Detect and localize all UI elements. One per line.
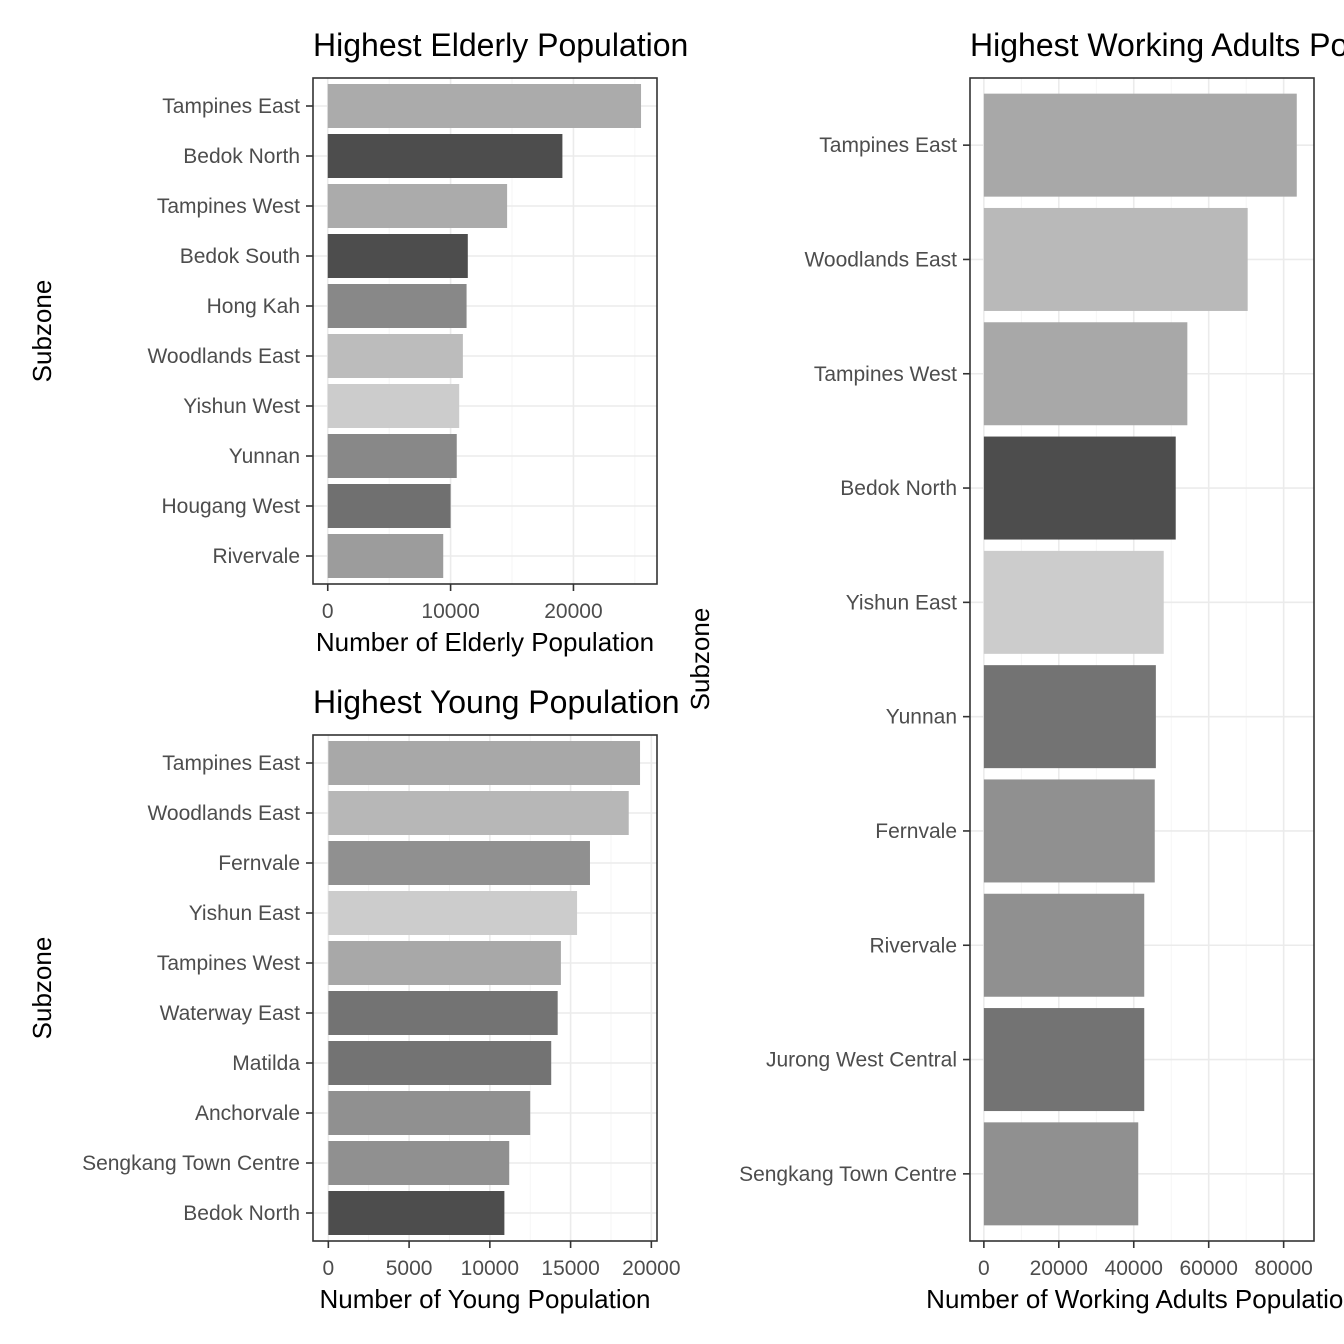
x-tick-label: 10000: [461, 1257, 519, 1280]
bar-tampines-east: [327, 84, 642, 128]
bar-rivervale: [327, 534, 444, 578]
bar-jurong-west-central: [983, 1008, 1145, 1112]
y-tick-label: Fernvale: [875, 820, 957, 843]
x-tick-label: 15000: [541, 1257, 599, 1280]
y-tick-label: Tampines West: [157, 952, 300, 975]
x-tick-label: 5000: [386, 1257, 433, 1280]
y-tick-label: Woodlands East: [147, 345, 300, 368]
bar-fernvale: [983, 779, 1155, 883]
bar-hougang-west: [327, 484, 451, 528]
y-axis-title: Subzone: [27, 937, 57, 1040]
y-tick-label: Bedok North: [840, 477, 957, 500]
y-tick-label: Tampines East: [162, 95, 300, 118]
x-tick-label: 0: [978, 1257, 990, 1280]
x-tick-label: 80000: [1254, 1257, 1312, 1280]
bar-tampines-west: [328, 941, 561, 985]
y-tick-label: Yunnan: [886, 706, 957, 729]
x-tick-label: 60000: [1179, 1257, 1237, 1280]
bar-yishun-west: [327, 384, 460, 428]
x-tick-label: 20000: [544, 600, 602, 623]
bar-matilda: [328, 1041, 552, 1085]
y-tick-label: Matilda: [232, 1052, 300, 1075]
panel-border: [969, 77, 1315, 1242]
y-tick-label: Yishun West: [183, 395, 300, 418]
y-tick-label: Tampines West: [157, 195, 300, 218]
y-tick-label: Bedok North: [183, 1202, 300, 1225]
y-tick-label: Tampines East: [819, 134, 957, 157]
bar-yishun-east: [983, 550, 1164, 654]
bar-tampines-east: [983, 93, 1297, 197]
x-tick-label: 0: [322, 1257, 334, 1280]
x-tick-label: 40000: [1105, 1257, 1163, 1280]
y-tick-label: Yishun East: [189, 902, 300, 925]
y-tick-label: Waterway East: [160, 1002, 301, 1025]
panel-border: [312, 734, 658, 1242]
chart-title: Highest Elderly Population: [313, 27, 688, 63]
y-tick-label: Woodlands East: [147, 802, 300, 825]
bar-bedok-north: [328, 1191, 505, 1235]
bar-yunnan: [327, 434, 457, 478]
bar-bedok-north: [327, 134, 563, 178]
bar-rivervale: [983, 893, 1145, 997]
bar-bedok-north: [983, 436, 1176, 540]
x-axis-title: Number of Young Population: [319, 1284, 650, 1314]
y-tick-label: Hougang West: [161, 495, 300, 518]
bar-fernvale: [328, 841, 590, 885]
x-tick-label: 10000: [421, 600, 479, 623]
chart-title: Highest Working Adults Population: [970, 27, 1344, 63]
chart-title: Highest Young Population: [313, 684, 680, 720]
y-tick-label: Tampines East: [162, 752, 300, 775]
x-axis-title: Number of Elderly Population: [316, 627, 654, 657]
y-axis-title: Subzone: [27, 280, 57, 383]
y-tick-label: Anchorvale: [195, 1102, 300, 1125]
panel-border: [312, 77, 658, 585]
x-tick-label: 20000: [622, 1257, 680, 1280]
y-tick-label: Rivervale: [212, 545, 300, 568]
bar-yishun-east: [328, 891, 578, 935]
bar-woodlands-east: [983, 207, 1248, 311]
y-tick-label: Sengkang Town Centre: [82, 1152, 300, 1175]
x-tick-label: 20000: [1030, 1257, 1088, 1280]
bar-woodlands-east: [327, 334, 463, 378]
bar-yunnan: [983, 665, 1156, 769]
y-tick-label: Bedok South: [180, 245, 300, 268]
bar-woodlands-east: [328, 791, 629, 835]
bar-sengkang-town-centre: [328, 1141, 510, 1185]
bar-tampines-west: [327, 184, 508, 228]
y-tick-label: Hong Kah: [207, 295, 300, 318]
y-tick-label: Sengkang Town Centre: [739, 1163, 957, 1186]
y-tick-label: Yishun East: [846, 591, 957, 614]
bar-bedok-south: [327, 234, 468, 278]
bar-anchorvale: [328, 1091, 531, 1135]
x-tick-label: 0: [322, 600, 334, 623]
chart-working: Tampines East Woodlands East Tampines West…: [685, 27, 1344, 1314]
chart-elderly: Tampines East Bedok North Tampines West Bed…: [27, 27, 688, 657]
y-tick-label: Fernvale: [218, 852, 300, 875]
y-tick-label: Woodlands East: [804, 248, 957, 271]
bar-hong-kah: [327, 284, 467, 328]
y-axis-title: Subzone: [685, 608, 715, 711]
bar-tampines-west: [983, 322, 1188, 426]
y-tick-label: Rivervale: [869, 934, 957, 957]
bar-tampines-east: [328, 741, 641, 785]
y-tick-label: Tampines West: [814, 363, 957, 386]
y-tick-label: Yunnan: [229, 445, 300, 468]
y-tick-label: Jurong West Central: [766, 1049, 957, 1072]
y-tick-label: Bedok North: [183, 145, 300, 168]
x-axis-title: Number of Working Adults Population: [926, 1284, 1344, 1314]
bar-sengkang-town-centre: [983, 1122, 1139, 1226]
bar-waterway-east: [328, 991, 558, 1035]
chart-young: Tampines East Woodlands East Fernvale Yishu…: [27, 684, 681, 1314]
